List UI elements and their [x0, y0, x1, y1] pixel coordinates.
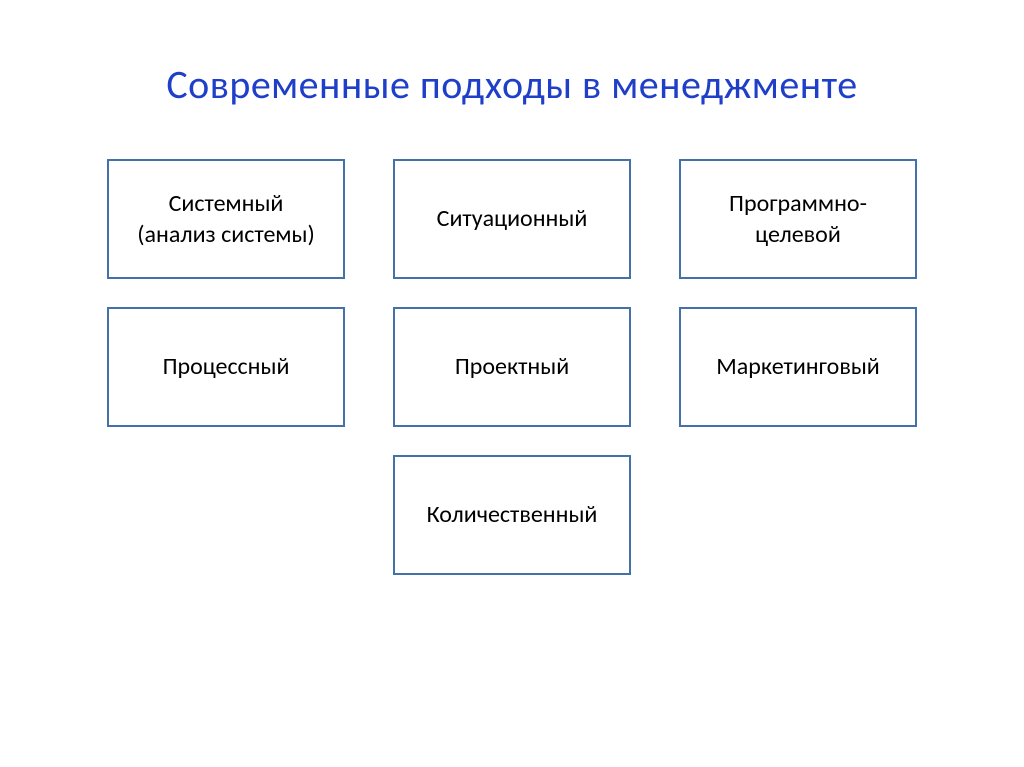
diagram-box: Количественный [393, 455, 631, 575]
diagram-grid: Системный (анализ системы) Ситуационный … [0, 159, 1024, 575]
box-label: Маркетинговый [716, 351, 880, 382]
box-label: Системный (анализ системы) [137, 188, 315, 250]
box-label: Программно-целевой [691, 188, 905, 250]
diagram-row: Системный (анализ системы) Ситуационный … [107, 159, 917, 279]
diagram-box: Программно-целевой [679, 159, 917, 279]
diagram-row: Процессный Проектный Маркетинговый [107, 307, 917, 427]
box-label: Проектный [455, 351, 569, 382]
diagram-box: Маркетинговый [679, 307, 917, 427]
diagram-box: Ситуационный [393, 159, 631, 279]
diagram-box: Процессный [107, 307, 345, 427]
box-label: Ситуационный [437, 203, 588, 234]
diagram-box: Системный (анализ системы) [107, 159, 345, 279]
diagram-box: Проектный [393, 307, 631, 427]
box-label: Количественный [427, 499, 598, 530]
slide-title: Современные подходы в менеджменте [0, 60, 1024, 109]
box-label: Процессный [163, 351, 290, 382]
slide-container: Современные подходы в менеджменте Систем… [0, 0, 1024, 767]
diagram-row: Количественный [393, 455, 631, 575]
